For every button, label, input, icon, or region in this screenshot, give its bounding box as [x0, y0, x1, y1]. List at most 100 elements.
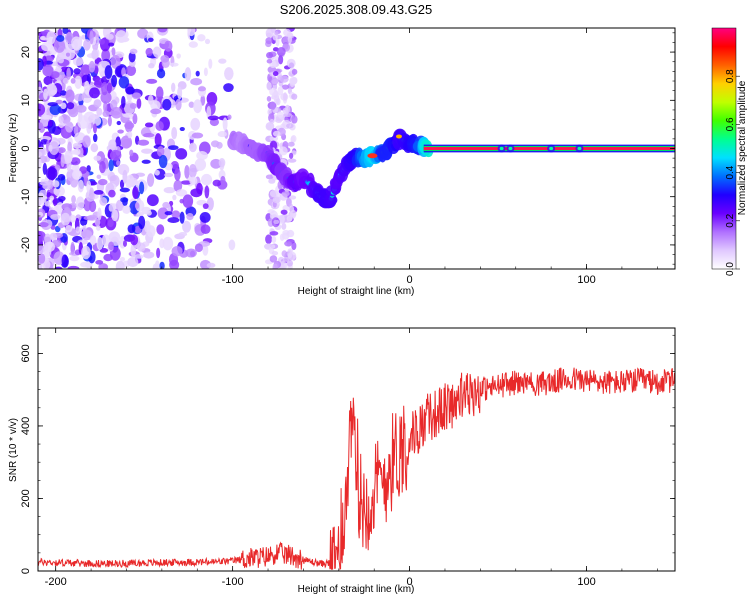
noise-blob: [281, 84, 290, 90]
noise-blob: [146, 173, 155, 187]
noise-blob: [76, 104, 87, 113]
noise-blob: [60, 102, 67, 110]
noise-blob: [194, 158, 207, 171]
noise-blob: [156, 146, 165, 157]
noise-blob: [99, 38, 106, 45]
noise-blob: [191, 132, 204, 139]
noise-blob: [66, 67, 71, 80]
noise-blob: [111, 47, 116, 56]
noise-blob: [57, 173, 66, 181]
noise-blob: [127, 256, 139, 268]
noise-blob: [121, 95, 126, 109]
noise-blob: [60, 153, 65, 168]
noise-blob: [156, 68, 166, 79]
noise-blob: [130, 243, 137, 258]
carrier-blip-core: [499, 146, 504, 151]
noise-blob: [196, 182, 203, 195]
noise-blob: [108, 231, 121, 243]
noise-blob: [74, 148, 81, 156]
noise-blob: [266, 81, 272, 91]
noise-blob: [40, 195, 47, 203]
noise-blob: [80, 261, 92, 268]
noise-blob: [80, 64, 91, 76]
snr-x-ticks: -200 -100 0 100: [45, 328, 658, 588]
snr-panel: -200 -100 0 100 0 200 400 600 Height of straig…: [8, 327, 676, 595]
noise-blob: [137, 28, 149, 39]
noise-blob: [110, 106, 123, 119]
noise-blob: [287, 141, 295, 147]
noise-blob: [139, 181, 145, 195]
snr-series-line: [38, 367, 675, 571]
noise-blob: [129, 149, 134, 157]
noise-blob: [64, 150, 73, 164]
noise-blob: [83, 39, 91, 51]
noise-blob: [146, 78, 158, 84]
noise-blob: [168, 253, 179, 266]
y-tick-label: 0: [20, 568, 32, 574]
noise-blob: [164, 40, 173, 52]
noise-blob: [70, 241, 75, 255]
noise-blob: [111, 74, 118, 88]
noise-blob: [96, 237, 104, 250]
spectrogram-x-ticks: -200 -100 0 100: [45, 28, 658, 286]
noise-blob: [131, 92, 142, 100]
noise-blob: [88, 60, 96, 73]
colorbar-tick-label: 0.0: [725, 262, 736, 276]
noise-blob: [220, 175, 226, 186]
noise-blob: [42, 260, 51, 269]
noise-blob: [73, 125, 79, 135]
noise-blob: [172, 194, 177, 201]
noise-blob: [162, 201, 170, 209]
noise-blob: [50, 225, 56, 230]
noise-blob: [168, 145, 179, 151]
noise-blob: [81, 229, 93, 241]
noise-blob: [291, 93, 298, 100]
noise-blob: [266, 124, 272, 130]
noise-blob: [155, 260, 160, 269]
noise-blob: [150, 108, 162, 115]
noise-blob: [130, 234, 139, 246]
noise-blob: [38, 253, 46, 264]
noise-blob: [38, 230, 43, 244]
noise-blob: [180, 180, 192, 185]
x-tick-label: -100: [222, 576, 244, 588]
noise-blob: [189, 176, 198, 185]
noise-blob: [49, 141, 60, 155]
noise-blob: [38, 122, 44, 130]
noise-blob: [173, 179, 183, 192]
noise-blob: [279, 233, 285, 241]
snr-frame: [37, 327, 676, 572]
noise-blob: [182, 220, 192, 233]
noise-blob: [119, 179, 125, 189]
noise-blob: [57, 57, 65, 64]
noise-blob: [197, 86, 206, 92]
noise-blob: [38, 198, 42, 207]
noise-blob: [277, 86, 284, 96]
noise-blob: [271, 236, 277, 244]
noise-blob: [109, 149, 122, 161]
colorbar-ticks: 0.0 0.2 0.4 0.6 0.8: [725, 69, 740, 276]
noise-blob: [65, 89, 75, 103]
noise-blob: [179, 211, 185, 224]
noise-blob: [67, 141, 72, 153]
noise-blob: [93, 190, 104, 195]
y-tick-label: 0: [20, 145, 32, 151]
noise-blob: [154, 169, 160, 176]
noise-blob: [288, 195, 297, 200]
noise-blob: [77, 115, 89, 129]
noise-blob: [274, 31, 279, 36]
noise-blob: [272, 71, 279, 77]
noise-blob: [218, 58, 227, 64]
noise-blob: [93, 133, 98, 143]
noise-blob: [286, 259, 294, 267]
noise-blob: [48, 119, 53, 127]
signal-peak: [367, 153, 378, 159]
noise-blob: [279, 261, 287, 269]
noise-blob: [89, 187, 95, 200]
noise-blob: [137, 139, 150, 146]
noise-blob: [283, 92, 288, 101]
noise-blob: [65, 52, 70, 57]
noise-blob: [122, 240, 128, 247]
noise-blob: [202, 244, 209, 256]
noise-blob: [65, 225, 73, 233]
